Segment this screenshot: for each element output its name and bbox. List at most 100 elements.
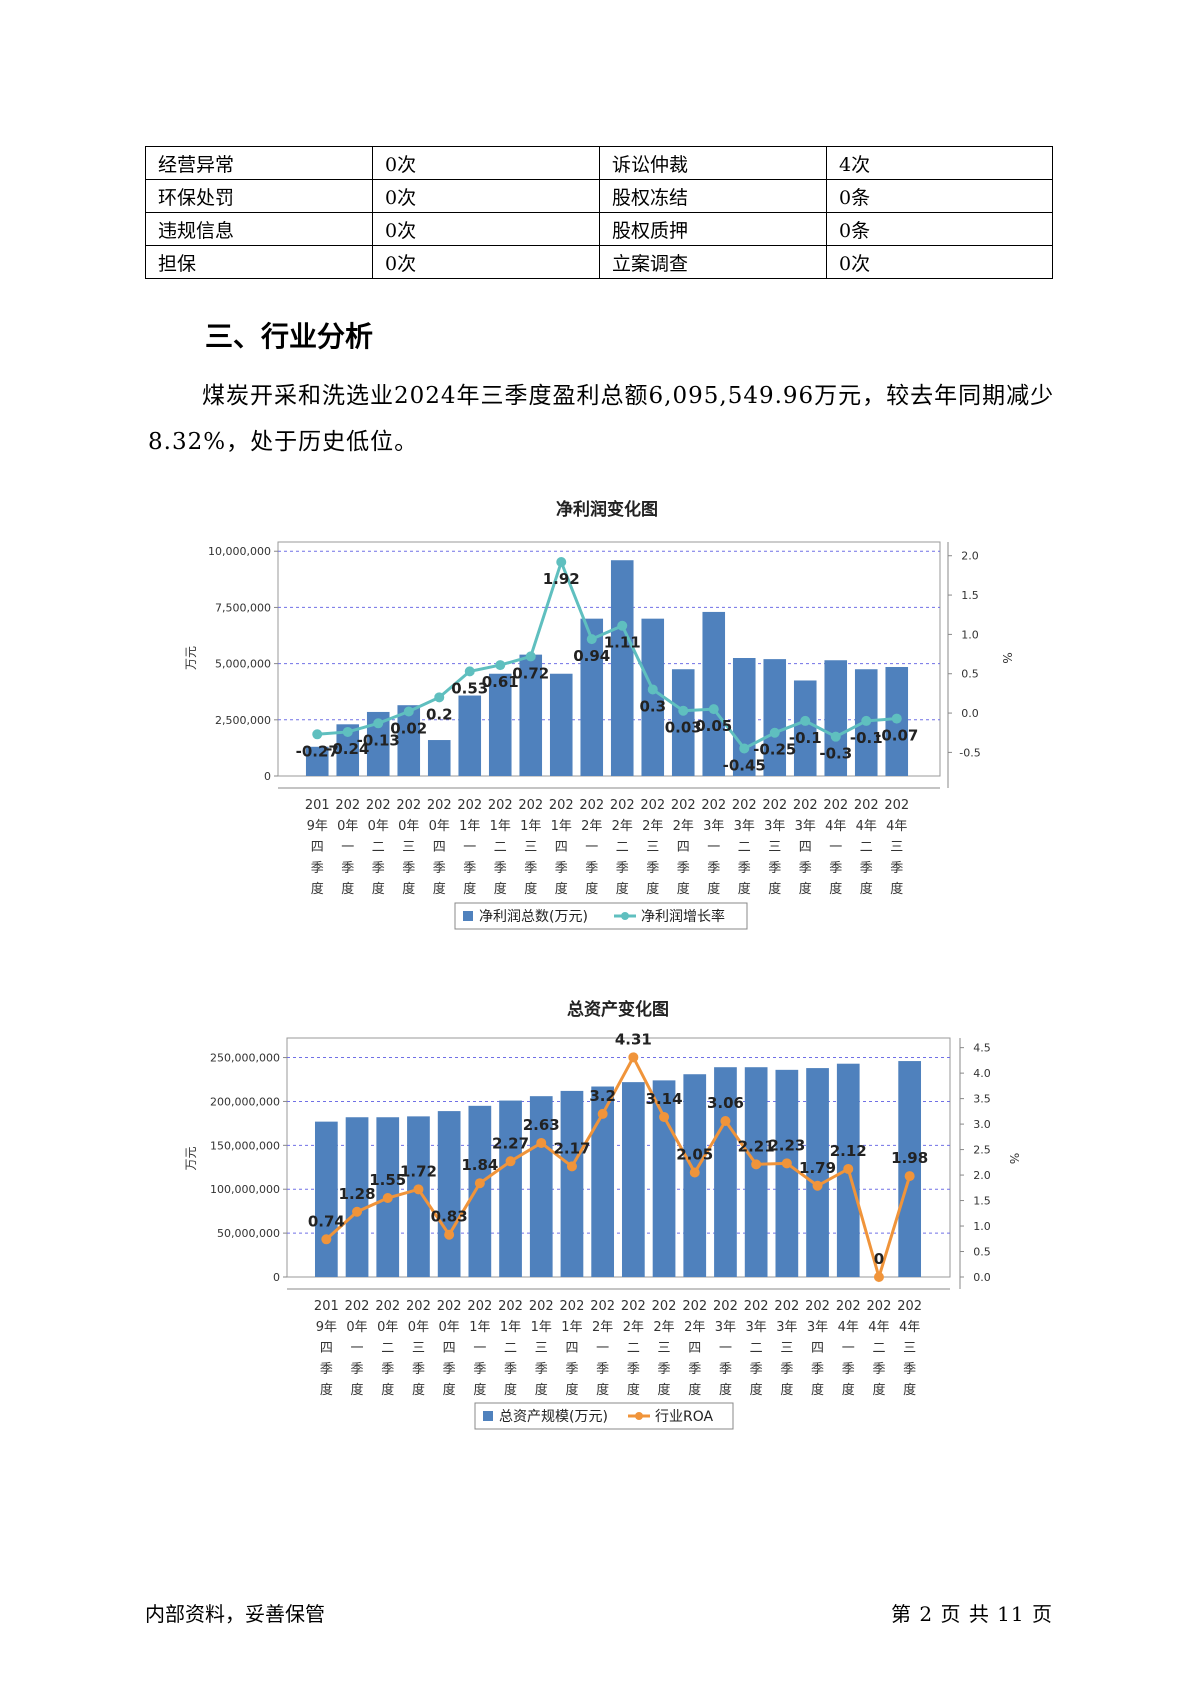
data-label: 0.02 (390, 719, 427, 737)
x-tick-label: 202 4年一季度 (823, 798, 848, 897)
table-cell: 违规信息 (145, 212, 373, 246)
table-cell: 担保 (145, 245, 373, 279)
data-label: -0.3 (819, 745, 852, 763)
bar (499, 1100, 522, 1277)
line-point (597, 1108, 608, 1119)
x-tick-label: 202 4年三季度 (884, 798, 909, 897)
x-tick-label: 202 4年一季度 (836, 1299, 861, 1398)
line-point (352, 1206, 363, 1217)
legend-bar-label: 总资产规模(万元) (499, 1409, 608, 1425)
x-tick-label: 202 3年三季度 (774, 1299, 799, 1398)
table-cell: 股权质押 (599, 212, 827, 246)
chart-title: 总资产变化图 (567, 999, 669, 1020)
bar (488, 673, 512, 776)
bar (458, 695, 482, 776)
table-cell: 0次 (372, 212, 600, 246)
bar (652, 1080, 676, 1277)
line-point (861, 715, 872, 726)
x-tick-label: 202 1年四季度 (560, 1299, 585, 1398)
data-label: 0.05 (695, 717, 732, 735)
x-tick-label: 202 4年二季度 (854, 798, 879, 897)
data-label: 4.31 (615, 1030, 652, 1048)
y2-tick-label: 3.5 (973, 1093, 991, 1106)
x-tick-label: 202 1年一季度 (457, 798, 482, 897)
x-tick-label: 202 3年四季度 (805, 1299, 830, 1398)
table-cell: 0次 (372, 146, 600, 180)
y-tick-label: 10,000,000 (208, 545, 271, 558)
table-cell: 0条 (826, 179, 1053, 213)
line-point (505, 1156, 516, 1167)
x-tick-label: 202 3年二季度 (744, 1299, 769, 1398)
x-tick-label: 202 3年一季度 (713, 1299, 738, 1398)
line-point (739, 743, 750, 754)
y2-tick-label: 2.0 (961, 550, 979, 563)
table-cell: 诉讼仲裁 (599, 146, 827, 180)
bar (806, 1068, 829, 1277)
line-point (413, 1184, 424, 1195)
y-tick-label: 200,000,000 (210, 1095, 280, 1108)
line-point (586, 634, 597, 645)
y2-tick-label: 1.5 (961, 589, 979, 602)
bar (305, 746, 329, 776)
x-tick-label: 202 1年一季度 (467, 1299, 492, 1398)
line-point (678, 705, 689, 716)
line-point (566, 1161, 577, 1172)
x-tick-label: 202 1年二季度 (488, 798, 513, 897)
data-label: 0.53 (451, 679, 488, 697)
bar (898, 1061, 922, 1277)
y2-tick-label: 4.5 (973, 1042, 991, 1055)
x-tick-label: 202 1年三季度 (529, 1299, 554, 1398)
total-assets-chart: 总资产变化图 0 50,000,000 100,000,000 150,000,000 2… (184, 999, 1021, 1430)
bar (437, 1111, 461, 1277)
y2-tick-label: 1.0 (961, 628, 979, 641)
bar (671, 669, 695, 776)
data-label: 1.72 (400, 1162, 437, 1180)
table-cell: 0条 (826, 212, 1053, 246)
line-point (403, 706, 414, 717)
y2-axis-title: % (1000, 652, 1014, 663)
y2-tick-label: 1.5 (973, 1195, 991, 1208)
data-label: 2.17 (553, 1139, 590, 1157)
y-tick-label: 7,500,000 (215, 601, 271, 614)
data-label: -0.07 (875, 727, 918, 745)
data-label: 0.3 (639, 697, 666, 715)
x-tick-label: 202 2年四季度 (671, 798, 696, 897)
line-point (312, 729, 323, 740)
line-point (536, 1137, 547, 1148)
legend-line-label: 行业ROA (655, 1409, 714, 1425)
data-label: -0.1 (789, 729, 822, 747)
data-label: -0.1 (850, 729, 883, 747)
line-point (382, 1193, 393, 1203)
y-tick-label: 50,000,000 (217, 1227, 280, 1240)
data-label: 0.72 (512, 664, 549, 682)
x-tick-label: 201 9年四季度 (305, 798, 330, 897)
y-tick-label: 0 (264, 770, 271, 783)
line-point (474, 1178, 485, 1189)
net-profit-chart: 净利润变化图 0 2,500,000 5,000,000 7,500,000 10,000… (184, 499, 1014, 930)
legend-line-dot (635, 1412, 643, 1420)
line-point (525, 651, 536, 662)
line-point (321, 1234, 332, 1245)
y2-tick-label: 2.5 (973, 1144, 991, 1157)
y-tick-label: 150,000,000 (210, 1139, 280, 1152)
bar (824, 660, 848, 776)
data-label: 2.27 (492, 1134, 529, 1152)
line-point (689, 1167, 700, 1178)
line-point (904, 1171, 915, 1182)
bar (714, 1067, 737, 1277)
bar (468, 1105, 492, 1277)
y2-tick-label: -0.5 (959, 746, 980, 759)
data-label: 3.14 (646, 1090, 683, 1108)
line-point (464, 666, 475, 677)
x-tick-label: 202 3年二季度 (732, 798, 757, 897)
line-point (720, 1116, 731, 1127)
table-cell: 股权冻结 (599, 179, 827, 213)
table-cell: 0次 (372, 245, 600, 279)
y2-tick-label: 1.0 (973, 1220, 991, 1233)
x-tick-label: 202 2年三季度 (652, 1299, 677, 1398)
data-label: 0.83 (431, 1208, 468, 1226)
bar (580, 618, 604, 776)
bar (336, 724, 360, 776)
legend-box (474, 1402, 734, 1430)
data-label: 1.79 (799, 1159, 836, 1177)
